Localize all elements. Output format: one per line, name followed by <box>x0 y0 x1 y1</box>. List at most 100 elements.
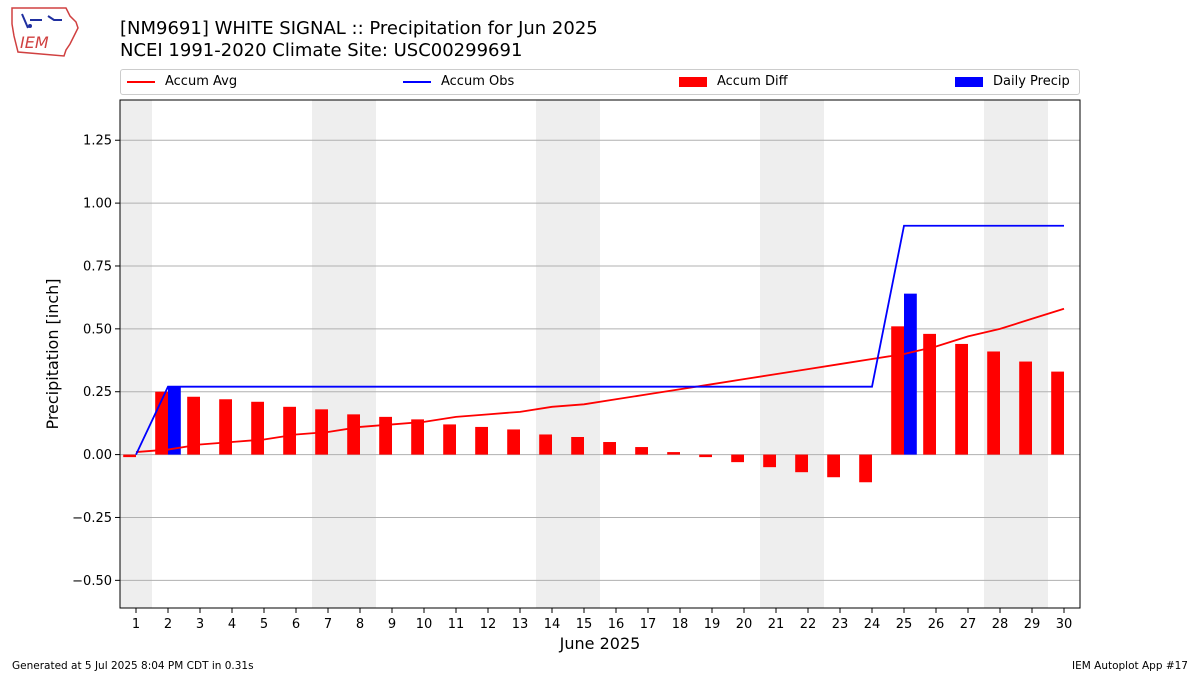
legend-swatch-accum-diff <box>679 76 707 87</box>
x-tick-label: 5 <box>260 617 268 632</box>
weekend-band <box>568 100 600 608</box>
x-tick-label: 7 <box>324 617 332 632</box>
bar-accum-diff <box>891 326 904 455</box>
axes: −0.50−0.250.000.250.500.751.001.251 2 3 4 5 6… <box>72 134 1072 632</box>
x-tick-label: 12 <box>480 617 497 632</box>
weekend-band <box>344 100 376 608</box>
y-tick-label: 0.50 <box>83 322 112 337</box>
x-tick-label: 1 <box>132 617 140 632</box>
x-tick-label: 14 <box>544 617 561 632</box>
weekend-band <box>536 100 568 608</box>
bar-accum-diff <box>923 333 936 455</box>
bar-accum-diff <box>987 351 1000 455</box>
legend-item-daily-precip: Daily Precip <box>955 74 1070 89</box>
bar-daily-precip <box>168 386 181 455</box>
x-tick-label: 22 <box>800 617 817 632</box>
bar-accum-diff <box>379 416 392 455</box>
plot-frame <box>119 99 1081 609</box>
bar-accum-diff <box>507 429 520 455</box>
bar-accum-diff <box>539 434 552 455</box>
y-tick-label: 1.25 <box>83 134 112 149</box>
bar-accum-diff <box>635 447 648 455</box>
x-axis-label: June 2025 <box>559 634 641 653</box>
x-tick-label: 3 <box>196 617 204 632</box>
weekend-band <box>792 100 824 608</box>
y-tick-label: 0.75 <box>83 259 112 274</box>
x-tick-label: 25 <box>896 617 913 632</box>
x-tick-label: 28 <box>992 617 1009 632</box>
x-tick-label: 19 <box>704 617 721 632</box>
x-tick-label: 16 <box>608 617 625 632</box>
iem-logo: IEM <box>11 7 79 57</box>
lines <box>135 224 1065 455</box>
x-tick-label: 4 <box>228 617 236 632</box>
x-tick-label: 30 <box>1056 617 1073 632</box>
chart-title: [NM9691] WHITE SIGNAL :: Precipitation f… <box>120 18 598 39</box>
y-tick-label: 0.25 <box>83 385 112 400</box>
bar-accum-diff <box>955 343 968 455</box>
y-axis-label: Precipitation [inch] <box>43 278 62 429</box>
bar-accum-diff <box>827 454 840 478</box>
bar-accum-diff <box>795 454 808 473</box>
bar-accum-diff <box>251 401 264 455</box>
legend-label: Accum Obs <box>441 74 515 89</box>
weekend-band <box>120 100 152 608</box>
bar-daily-precip <box>904 293 917 455</box>
weekend-band <box>1016 100 1048 608</box>
x-tick-label: 23 <box>832 617 849 632</box>
x-tick-label: 13 <box>512 617 529 632</box>
x-tick-label: 10 <box>416 617 433 632</box>
legend-label: Daily Precip <box>993 74 1070 89</box>
weekend-band <box>312 100 344 608</box>
legend-swatch-accum-obs <box>403 80 431 83</box>
x-tick-label: 6 <box>292 617 300 632</box>
bar-accum-diff <box>283 406 296 455</box>
legend-label: Accum Diff <box>717 74 788 89</box>
weekend-band <box>760 100 792 608</box>
weekend-shading <box>120 100 1048 608</box>
x-tick-label: 9 <box>388 617 396 632</box>
line-accum-obs <box>135 224 1064 455</box>
x-tick-label: 20 <box>736 617 753 632</box>
x-tick-label: 18 <box>672 617 689 632</box>
footer-generated: Generated at 5 Jul 2025 8:04 PM CDT in 0… <box>12 660 254 672</box>
bar-accum-diff <box>731 454 744 463</box>
y-tick-label: 1.00 <box>83 197 112 212</box>
bar-accum-diff <box>1051 371 1064 455</box>
x-tick-label: 17 <box>640 617 657 632</box>
legend: Accum Avg Accum Obs Accum Diff Daily Pre… <box>120 69 1080 95</box>
bar-accum-diff <box>763 454 776 468</box>
x-tick-label: 2 <box>164 617 172 632</box>
x-tick-label: 24 <box>864 617 881 632</box>
bar-accum-diff <box>411 419 424 455</box>
legend-item-accum-avg: Accum Avg <box>127 74 237 89</box>
bar-accum-diff <box>859 454 872 483</box>
x-tick-label: 8 <box>356 617 364 632</box>
bar-accum-diff <box>1019 361 1032 455</box>
legend-swatch-daily-precip <box>955 76 983 87</box>
bar-accum-diff <box>347 414 360 455</box>
bar-accum-diff <box>603 442 616 455</box>
chart-subtitle: NCEI 1991-2020 Climate Site: USC00299691 <box>120 40 523 61</box>
line-accum-avg <box>135 307 1065 453</box>
bar-accum-diff <box>571 436 584 455</box>
bar-accum-diff <box>475 426 488 455</box>
bar-accum-diff <box>187 396 200 455</box>
x-tick-label: 27 <box>960 617 977 632</box>
grid-lines <box>120 139 1080 581</box>
bar-accum-diff <box>443 424 456 455</box>
legend-item-accum-obs: Accum Obs <box>403 74 514 89</box>
bar-accum-diff <box>219 399 232 455</box>
x-tick-label: 21 <box>768 617 785 632</box>
y-tick-label: −0.25 <box>72 511 112 526</box>
x-tick-label: 29 <box>1024 617 1041 632</box>
y-tick-label: −0.50 <box>72 574 112 589</box>
bar-accum-diff <box>699 454 712 458</box>
x-tick-label: 11 <box>448 617 465 632</box>
bar-accum-diff <box>123 454 136 458</box>
footer-app: IEM Autoplot App #17 <box>1072 660 1188 672</box>
legend-item-accum-diff: Accum Diff <box>679 74 788 89</box>
bar-accum-diff <box>667 452 680 455</box>
x-tick-label: 15 <box>576 617 593 632</box>
